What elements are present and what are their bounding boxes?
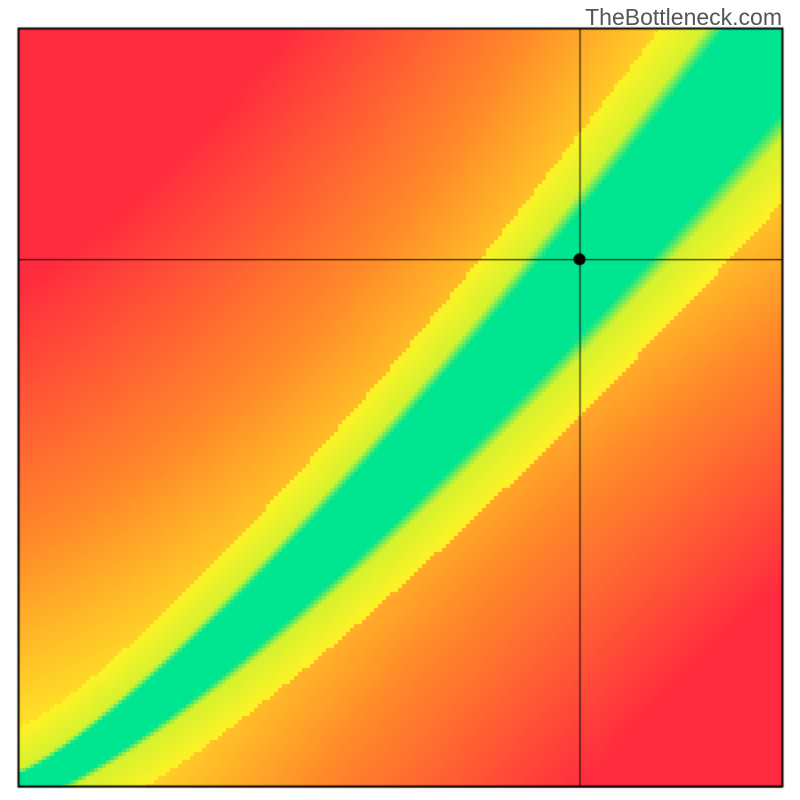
watermark-text: TheBottleneck.com [585,4,782,31]
chart-container: TheBottleneck.com [0,0,800,800]
heatmap-canvas [0,0,800,800]
